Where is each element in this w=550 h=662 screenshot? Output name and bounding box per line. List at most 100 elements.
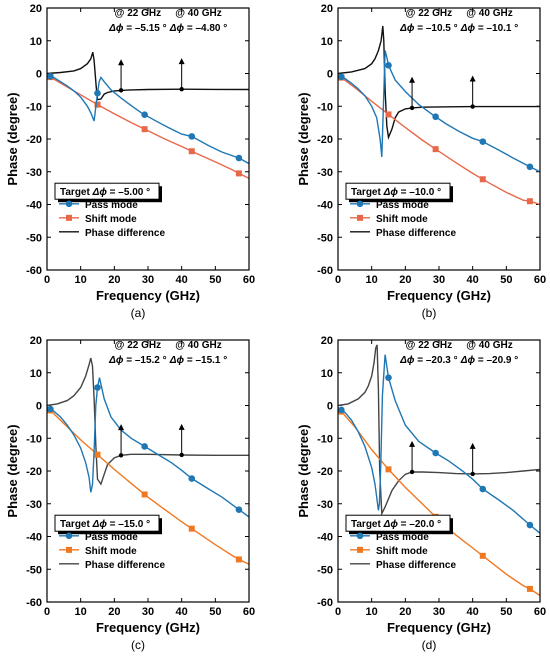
y-tick-label: -60: [317, 265, 333, 277]
delta-value: = –15.2 °: [123, 355, 166, 366]
y-tick-label: 20: [30, 335, 42, 347]
y-tick-label: 10: [30, 368, 42, 380]
delta-symbol: Δϕ: [108, 23, 124, 34]
x-tick-label: 10: [366, 606, 378, 618]
annotation-delta: Δϕ = –20.9 °: [460, 355, 519, 366]
y-tick-label: 10: [30, 36, 42, 48]
x-tick-label: 40: [467, 274, 479, 286]
legend-marker: [65, 532, 73, 540]
panel-label: (b): [422, 306, 437, 320]
shift-mode-marker: [141, 126, 148, 133]
target-value: = –10.0 °: [398, 187, 441, 198]
x-tick-label: 50: [209, 606, 221, 618]
pass-mode-marker: [235, 154, 243, 162]
y-tick-label: -60: [317, 597, 333, 609]
legend-label: Phase difference: [376, 228, 456, 239]
x-axis-title: Frequency (GHz): [387, 288, 491, 303]
legend-label: Shift mode: [85, 214, 137, 225]
target-box: [54, 182, 160, 200]
pass-mode-marker: [94, 384, 101, 391]
x-tick-label: 0: [44, 606, 50, 618]
shift-mode-marker: [479, 552, 486, 559]
y-tick-label: 10: [321, 368, 333, 380]
chart-panel: 0 10 20 30 40 50 60 20 10 0 -10 -20 -30 -40 -50 -60 Freq…: [5, 3, 255, 320]
y-tick-label: -10: [26, 101, 42, 113]
y-tick-label: -40: [317, 532, 333, 544]
pass-mode-line: [338, 50, 540, 173]
x-tick-label: 50: [209, 274, 221, 286]
annotation-frequency: @ 22 GHz: [406, 340, 452, 351]
pass-mode-line: [47, 377, 249, 518]
x-tick-label: 10: [75, 606, 87, 618]
legend-marker: [357, 546, 363, 553]
legend-marker: [357, 214, 363, 221]
x-tick-label: 20: [399, 606, 411, 618]
annotation-point: [118, 88, 124, 93]
legend-label: Shift mode: [85, 546, 137, 557]
target-label: Target Δϕ = –10.0 °: [351, 187, 441, 198]
shift-mode-marker: [94, 101, 101, 108]
y-tick-label: 20: [321, 335, 333, 347]
shift-mode-marker: [526, 198, 533, 205]
shift-mode-marker: [235, 170, 242, 177]
legend-label: Phase difference: [85, 560, 165, 571]
y-tick-label: -60: [26, 597, 42, 609]
x-tick-label: 0: [335, 606, 341, 618]
delta-value: = –4.80 °: [184, 23, 227, 34]
y-tick-label: -20: [26, 466, 42, 478]
target-symbol: Δϕ: [92, 187, 108, 198]
pass-mode-marker: [385, 62, 392, 69]
annotation-frequency: @ 40 GHz: [466, 8, 512, 19]
target-box: [54, 514, 160, 532]
y-tick-label: -20: [317, 466, 333, 478]
annotation-delta: Δϕ = –15.2 °: [108, 355, 167, 366]
x-tick-label: 50: [500, 274, 512, 286]
x-tick-label: 30: [142, 274, 154, 286]
legend-marker: [66, 214, 72, 221]
shift-mode-marker: [235, 556, 242, 563]
x-tick-label: 40: [176, 606, 188, 618]
y-tick-label: 0: [36, 69, 42, 81]
y-tick-label: -30: [317, 167, 333, 179]
y-tick-label: 20: [321, 3, 333, 15]
annotation-arrowhead: [118, 424, 125, 431]
annotation-delta: Δϕ = –4.80 °: [169, 23, 228, 34]
pass-mode-marker: [188, 133, 196, 140]
shift-mode-marker: [94, 451, 101, 458]
pass-mode-line: [47, 74, 249, 165]
target-label: Target Δϕ = –15.0 °: [60, 519, 150, 530]
panel-label: (d): [422, 638, 437, 652]
delta-symbol: Δϕ: [460, 23, 476, 34]
target-value: = –20.0 °: [398, 519, 441, 530]
y-tick-label: -30: [26, 499, 42, 511]
legend-label: Phase difference: [376, 560, 456, 571]
shift-mode-marker: [141, 491, 148, 498]
phase-difference-line: [47, 357, 249, 486]
x-tick-label: 10: [366, 274, 378, 286]
legend-label: Phase difference: [85, 228, 165, 239]
y-tick-label: -10: [317, 101, 333, 113]
annotation-point: [470, 104, 475, 109]
x-tick-label: 0: [44, 274, 50, 286]
annotation-delta: Δϕ = –15.1 °: [169, 355, 228, 366]
target-value: = –15.0 °: [107, 519, 150, 530]
y-tick-label: -50: [26, 564, 42, 576]
legend-label: Shift mode: [376, 214, 428, 225]
delta-symbol: Δϕ: [108, 355, 124, 366]
plot-frame: [46, 7, 250, 271]
shift-mode-line: [47, 406, 249, 565]
annotation-point: [179, 452, 184, 458]
x-tick-label: 60: [534, 274, 546, 286]
chart-panel: 0 10 20 30 40 50 60 20 10 0 -10 -20 -30 -40 -50 -60 Freq…: [296, 335, 546, 652]
y-tick-label: 0: [36, 401, 42, 413]
target-prefix: Target: [351, 187, 384, 198]
legend-label: Pass mode: [85, 532, 138, 543]
x-tick-label: 20: [108, 606, 120, 618]
pass-mode-marker: [479, 485, 487, 493]
y-tick-label: -50: [317, 232, 333, 244]
annotation-delta: Δϕ = –20.3 °: [399, 355, 458, 366]
pass-mode-marker: [141, 111, 148, 118]
shift-mode-marker: [526, 585, 533, 592]
legend-label: Pass mode: [85, 200, 138, 211]
